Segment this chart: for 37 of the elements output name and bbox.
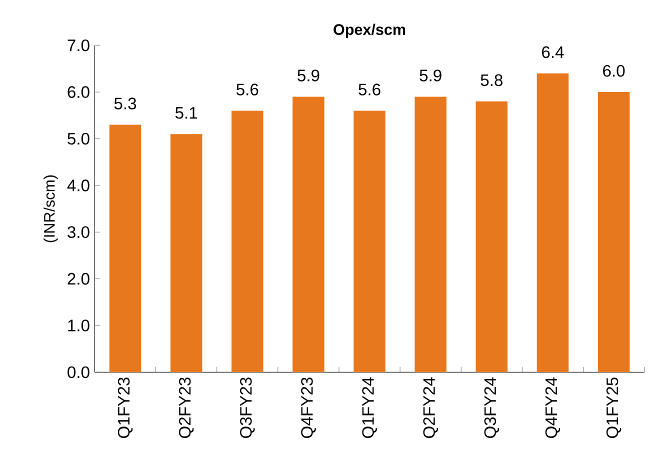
y-tick-label: 0.0 [68, 366, 90, 378]
bar [414, 96, 446, 372]
x-tick-label: Q1FY23 [118, 378, 133, 438]
y-tick-label: 4.0 [67, 179, 90, 192]
y-tick-label: 3.0 [68, 226, 90, 238]
bar [476, 101, 508, 372]
data-label: 6.0 [603, 64, 625, 77]
bar [536, 73, 569, 372]
bar [354, 110, 386, 372]
bar [170, 134, 202, 372]
data-label: 5.9 [420, 70, 442, 82]
x-tick-label: Q3FY23 [240, 378, 255, 438]
y-tick-label: 7.0 [68, 39, 90, 52]
bar [109, 124, 142, 372]
x-tick-label: Q2FY23 [178, 378, 194, 438]
data-label: 6.4 [542, 46, 564, 58]
y-tick-label: 1.0 [68, 320, 90, 332]
x-tick-label: Q4FY23 [301, 378, 316, 438]
x-tick-label: Q1FY24 [362, 377, 377, 438]
data-label: 5.3 [114, 98, 136, 110]
y-tick-label: 5.0 [68, 132, 90, 145]
bar [232, 110, 264, 372]
data-label: 5.9 [298, 70, 320, 82]
y-tick-label: 2.0 [68, 272, 90, 285]
y-axis-title: (INR/scm) [44, 175, 58, 242]
bar [598, 92, 630, 372]
bar [292, 96, 324, 372]
chart-title: Opex/scm [334, 24, 406, 38]
y-tick-label: 6.0 [68, 86, 90, 98]
x-tick-label: Q2FY24 [423, 377, 438, 438]
data-label: 5.1 [175, 107, 198, 119]
data-label: 5.6 [358, 84, 380, 96]
x-tick-label: Q4FY24 [545, 377, 560, 438]
data-label: 5.8 [480, 74, 502, 86]
x-tick-label: Q1FY25 [606, 377, 622, 438]
x-tick-label: Q3FY24 [484, 377, 500, 438]
data-label: 5.6 [236, 84, 258, 96]
